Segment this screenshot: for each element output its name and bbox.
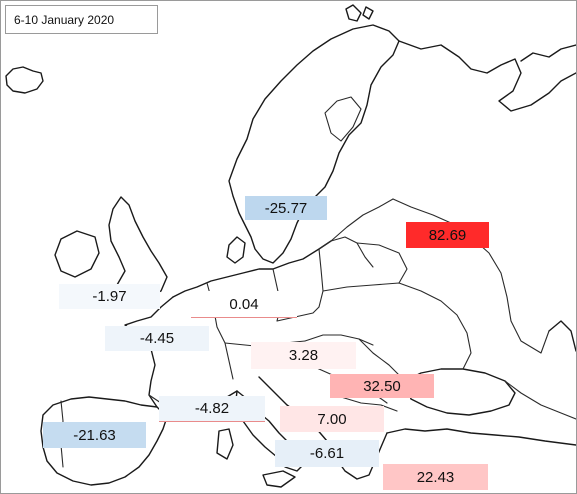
scandinavia-outline	[228, 24, 400, 264]
novaya-coast	[520, 44, 576, 62]
value-label-turkey: 22.43	[383, 464, 488, 490]
value-label-sweden: -25.77	[245, 196, 327, 220]
map-title: 6-10 January 2020	[5, 5, 158, 34]
value-label-spain: -21.63	[43, 422, 146, 448]
border-caucasus	[504, 380, 576, 420]
border-ukraine	[322, 282, 472, 370]
sicily-outline	[262, 470, 296, 488]
sardinia-outline	[216, 428, 234, 460]
france-west-coast	[124, 296, 174, 408]
border-hungary	[304, 334, 374, 346]
border-baltic	[318, 236, 374, 268]
border-czech	[276, 306, 320, 322]
value-label-hungary: 3.28	[251, 342, 356, 369]
finland-inner	[324, 96, 362, 142]
value-label-germany: 0.04	[191, 291, 297, 318]
value-label-uk: -1.97	[59, 284, 160, 309]
value-label-balkans: 7.00	[280, 406, 384, 432]
arctic-islands	[345, 4, 374, 22]
continent-west-coast	[172, 240, 332, 298]
value-label-france: -4.45	[105, 326, 209, 351]
turkey-coast	[386, 428, 576, 446]
denmark-outline	[226, 236, 246, 264]
border-belarus	[356, 242, 408, 284]
border-russia-west	[330, 198, 394, 242]
value-label-russia: 82.69	[406, 222, 489, 248]
value-label-italy-north: -4.82	[159, 396, 265, 422]
border-romania	[358, 338, 406, 382]
value-label-greece: -6.61	[275, 440, 379, 467]
value-label-romania: 32.50	[330, 374, 434, 398]
border-russia-interior	[392, 198, 550, 354]
black-sea-outline	[404, 368, 516, 416]
border-bulgaria	[340, 396, 398, 412]
iceland-outline	[5, 66, 44, 94]
caspian-outline	[548, 320, 576, 352]
iberia-outline	[40, 396, 168, 486]
ireland-outline	[54, 230, 100, 278]
border-poland-east	[318, 248, 324, 308]
russia-north-coast	[398, 40, 576, 112]
